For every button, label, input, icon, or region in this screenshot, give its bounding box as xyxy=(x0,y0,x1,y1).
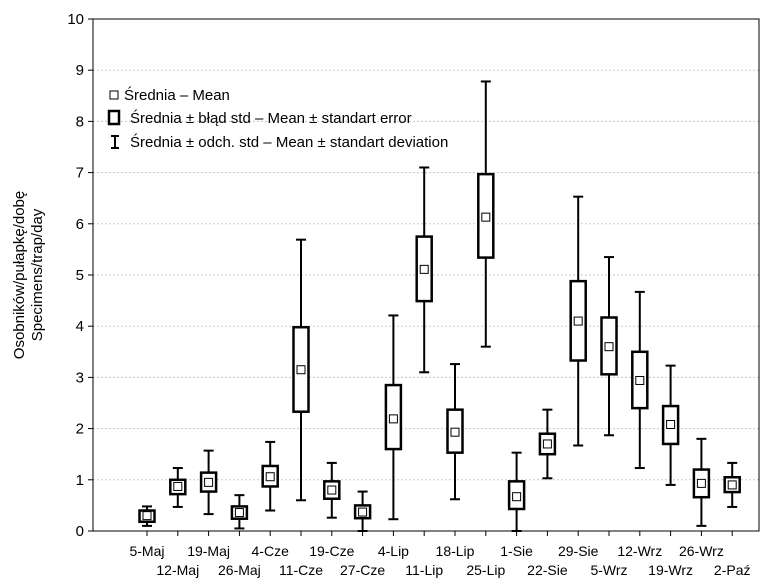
box-group xyxy=(292,238,310,502)
x-tick-label: 19-Wrz xyxy=(648,562,693,578)
mean-marker xyxy=(142,511,152,521)
mean-marker xyxy=(635,375,645,385)
x-tick-label: 2-Paź xyxy=(714,562,751,578)
box-group xyxy=(230,494,249,530)
y-tick-label: 4 xyxy=(76,318,84,335)
y-tick-label: 9 xyxy=(76,62,84,79)
mean-marker xyxy=(173,481,183,491)
box-group xyxy=(569,195,587,447)
box-group xyxy=(138,505,156,527)
box-group xyxy=(538,408,557,480)
x-tick-label: 11-Lip xyxy=(405,562,443,578)
legend-whisker-label: Średnia ± odch. std – Mean ± standart de… xyxy=(130,133,448,151)
box-group xyxy=(323,461,341,519)
x-tick-label: 19-Maj xyxy=(187,543,230,559)
y-tick-label: 8 xyxy=(76,113,84,130)
y-axis-label-line2: Specimens/trap/day xyxy=(29,208,46,341)
x-axis: 5-Maj 12-Maj 19-Maj 26-Maj 4-Cze 11-Cze 19-Cze… xyxy=(129,531,750,578)
y-tick-label: 5 xyxy=(76,267,84,284)
box-group xyxy=(384,314,403,521)
x-tick-label: 11-Cze xyxy=(279,562,323,578)
x-tick-label: 25-Lip xyxy=(466,562,505,578)
y-tick-label: 6 xyxy=(76,216,84,233)
x-tick-label: 5-Wrz xyxy=(590,562,627,578)
mean-marker xyxy=(419,264,429,274)
box-group xyxy=(631,290,649,470)
y-tick-label: 10 xyxy=(67,11,84,28)
mean-marker xyxy=(296,365,306,375)
mean-marker xyxy=(604,342,614,352)
y-tick-label: 0 xyxy=(76,523,84,540)
x-tick-label: 26-Maj xyxy=(218,562,261,578)
box-group xyxy=(415,166,433,374)
mean-marker xyxy=(512,492,522,502)
mean-marker xyxy=(696,478,706,488)
mean-marker xyxy=(573,316,583,326)
x-tick-label: 26-Wrz xyxy=(679,543,724,559)
box-group xyxy=(692,437,711,527)
box-group xyxy=(353,490,372,532)
legend-box-symbol xyxy=(107,109,121,126)
y-axis-label-line1: Osobników/pułapkę/dobę xyxy=(11,191,28,359)
legend: Średnia – Mean Średnia ± błąd std – Mean… xyxy=(107,86,448,151)
box-group xyxy=(261,440,279,512)
mean-marker xyxy=(327,485,337,495)
legend-mean-symbol xyxy=(109,90,119,100)
box-group xyxy=(600,256,618,437)
x-tick-label: 12-Maj xyxy=(156,562,199,578)
x-tick-label: 4-Lip xyxy=(378,543,409,559)
x-tick-label: 19-Cze xyxy=(309,543,354,559)
box-group xyxy=(507,451,526,532)
x-tick-label: 18-Lip xyxy=(436,543,475,559)
x-tick-label: 5-Maj xyxy=(129,543,164,559)
box-group xyxy=(661,364,680,486)
legend-whisker-symbol xyxy=(111,135,119,149)
mean-marker xyxy=(450,427,460,437)
mean-marker xyxy=(481,212,491,222)
mean-marker xyxy=(542,439,552,449)
x-tick-label: 27-Cze xyxy=(340,562,385,578)
mean-marker xyxy=(234,508,244,518)
y-tick-label: 1 xyxy=(76,472,84,489)
mean-marker xyxy=(204,477,214,487)
box-group xyxy=(477,80,495,348)
x-tick-label: 29-Sie xyxy=(558,543,599,559)
box-group xyxy=(723,461,741,508)
y-axis: 0 1 2 3 4 5 6 7 8 9 10 xyxy=(67,11,93,540)
x-tick-label: 12-Wrz xyxy=(617,543,662,559)
x-tick-label: 1-Sie xyxy=(500,543,533,559)
box-group xyxy=(169,467,187,508)
x-tick-label: 4-Cze xyxy=(252,543,290,559)
mean-marker xyxy=(265,472,275,482)
y-tick-label: 2 xyxy=(76,421,84,438)
y-tick-label: 7 xyxy=(76,165,84,182)
x-tick-label: 22-Sie xyxy=(527,562,568,578)
legend-mean-label: Średnia – Mean xyxy=(124,86,230,104)
mean-marker xyxy=(358,507,368,517)
box-group xyxy=(446,363,464,501)
mean-marker xyxy=(727,480,737,490)
mean-marker xyxy=(388,414,398,424)
mean-marker xyxy=(666,420,676,430)
plot-marks xyxy=(138,80,741,532)
box-group xyxy=(199,449,218,516)
y-tick-label: 3 xyxy=(76,369,84,386)
legend-box-label: Średnia ± błąd std – Mean ± standart err… xyxy=(130,109,412,127)
